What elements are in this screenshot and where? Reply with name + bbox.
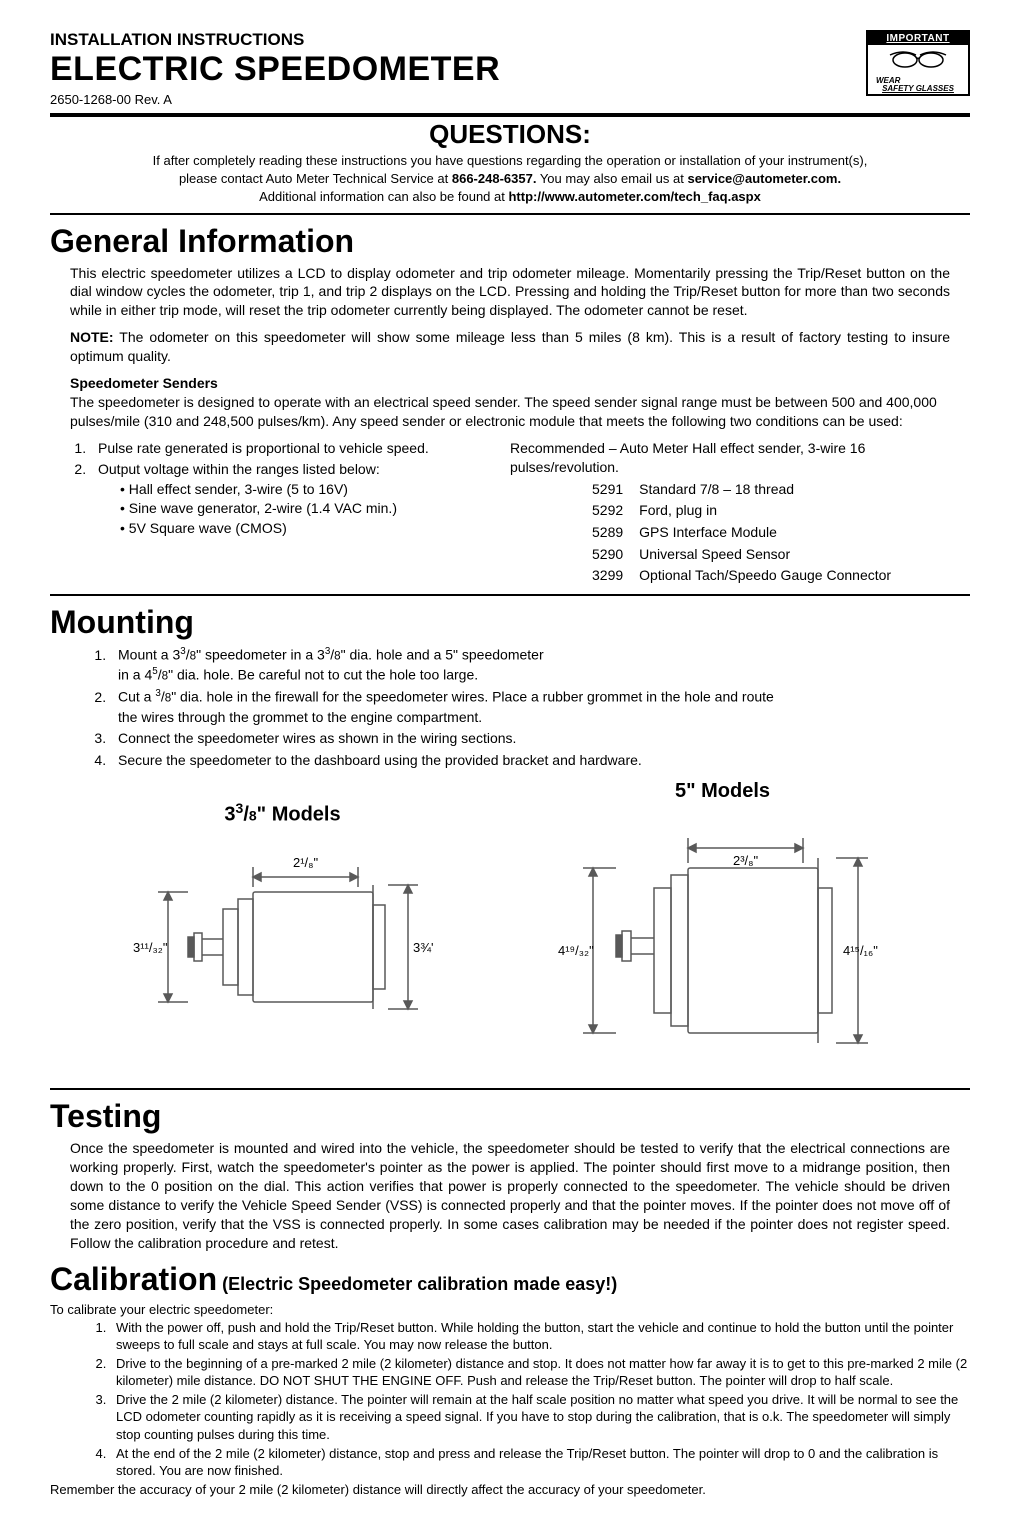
important-bottom: WEAR SAFETY GLASSES [868,77,968,93]
sender-table: 5291Standard 7/8 – 18 thread 5292Ford, p… [590,478,907,588]
testing-para: Once the speedometer is mounted and wire… [70,1139,950,1252]
divider [50,1088,970,1090]
senders-block: Speedometer Senders The speedometer is d… [70,374,950,431]
mounting-heading: Mounting [50,604,970,641]
table-row: 5290Universal Speed Sensor [592,545,905,565]
svg-text:2¹/₈": 2¹/₈" [293,855,319,870]
calibration-heading: Calibration (Electric Speedometer calibr… [50,1261,970,1298]
svg-text:2³/₈": 2³/₈" [733,853,759,868]
general-note: NOTE: The odometer on this speedometer w… [70,328,950,366]
header-rev: 2650-1268-00 Rev. A [50,92,866,107]
svg-text:3¾": 3¾" [413,940,433,955]
general-para1: This electric speedometer utilizes a LCD… [70,264,950,321]
svg-text:3¹¹/₃₂": 3¹¹/₃₂" [133,940,168,955]
questions-body: If after completely reading these instru… [50,152,970,207]
diagrams-row: 33/8" Models [70,780,950,1078]
important-box: IMPORTANT WEAR SAFETY GLASSES [866,30,970,96]
calibration-footer: Remember the accuracy of your 2 mile (2 … [50,1482,970,1497]
svg-text:4¹⁵/₁₆": 4¹⁵/₁₆" [843,943,878,958]
diagram-svg-338: 2¹/₈" 3¹¹/₃₂" 3¾" [133,837,433,1057]
table-row: 5292Ford, plug in [592,501,905,521]
senders-columns: Pulse rate generated is proportional to … [70,439,950,588]
divider [50,594,970,596]
senders-left: Pulse rate generated is proportional to … [70,439,510,588]
calibration-intro: To calibrate your electric speedometer: [50,1302,970,1317]
header-subtitle: INSTALLATION INSTRUCTIONS [50,30,866,50]
testing-heading: Testing [50,1098,970,1135]
page-header: INSTALLATION INSTRUCTIONS ELECTRIC SPEED… [50,30,970,107]
diagram-svg-5: 2³/₈" 4¹⁹/₃₂" 4¹⁵/₁₆" [558,813,888,1073]
svg-text:4¹⁹/₃₂": 4¹⁹/₃₂" [558,943,594,958]
important-label: IMPORTANT [868,32,968,45]
diagram-338: 33/8" Models [133,800,433,1062]
diagram-5: 5" Models [558,780,888,1078]
general-heading: General Information [50,223,970,260]
header-title: ELECTRIC SPEEDOMETER [50,50,866,89]
calibration-steps: With the power off, push and hold the Tr… [110,1319,970,1480]
questions-title: QUESTIONS: [50,119,970,150]
table-row: 5289GPS Interface Module [592,523,905,543]
glasses-icon [868,45,968,73]
senders-right: Recommended – Auto Meter Hall effect sen… [510,439,950,588]
divider [50,213,970,215]
table-row: 5291Standard 7/8 – 18 thread [592,480,905,500]
divider [50,113,970,117]
table-row: 3299Optional Tach/Speedo Gauge Connector [592,566,905,586]
mounting-steps: Mount a 33/8" speedometer in a 33/8" dia… [110,645,970,771]
header-left: INSTALLATION INSTRUCTIONS ELECTRIC SPEED… [50,30,866,107]
